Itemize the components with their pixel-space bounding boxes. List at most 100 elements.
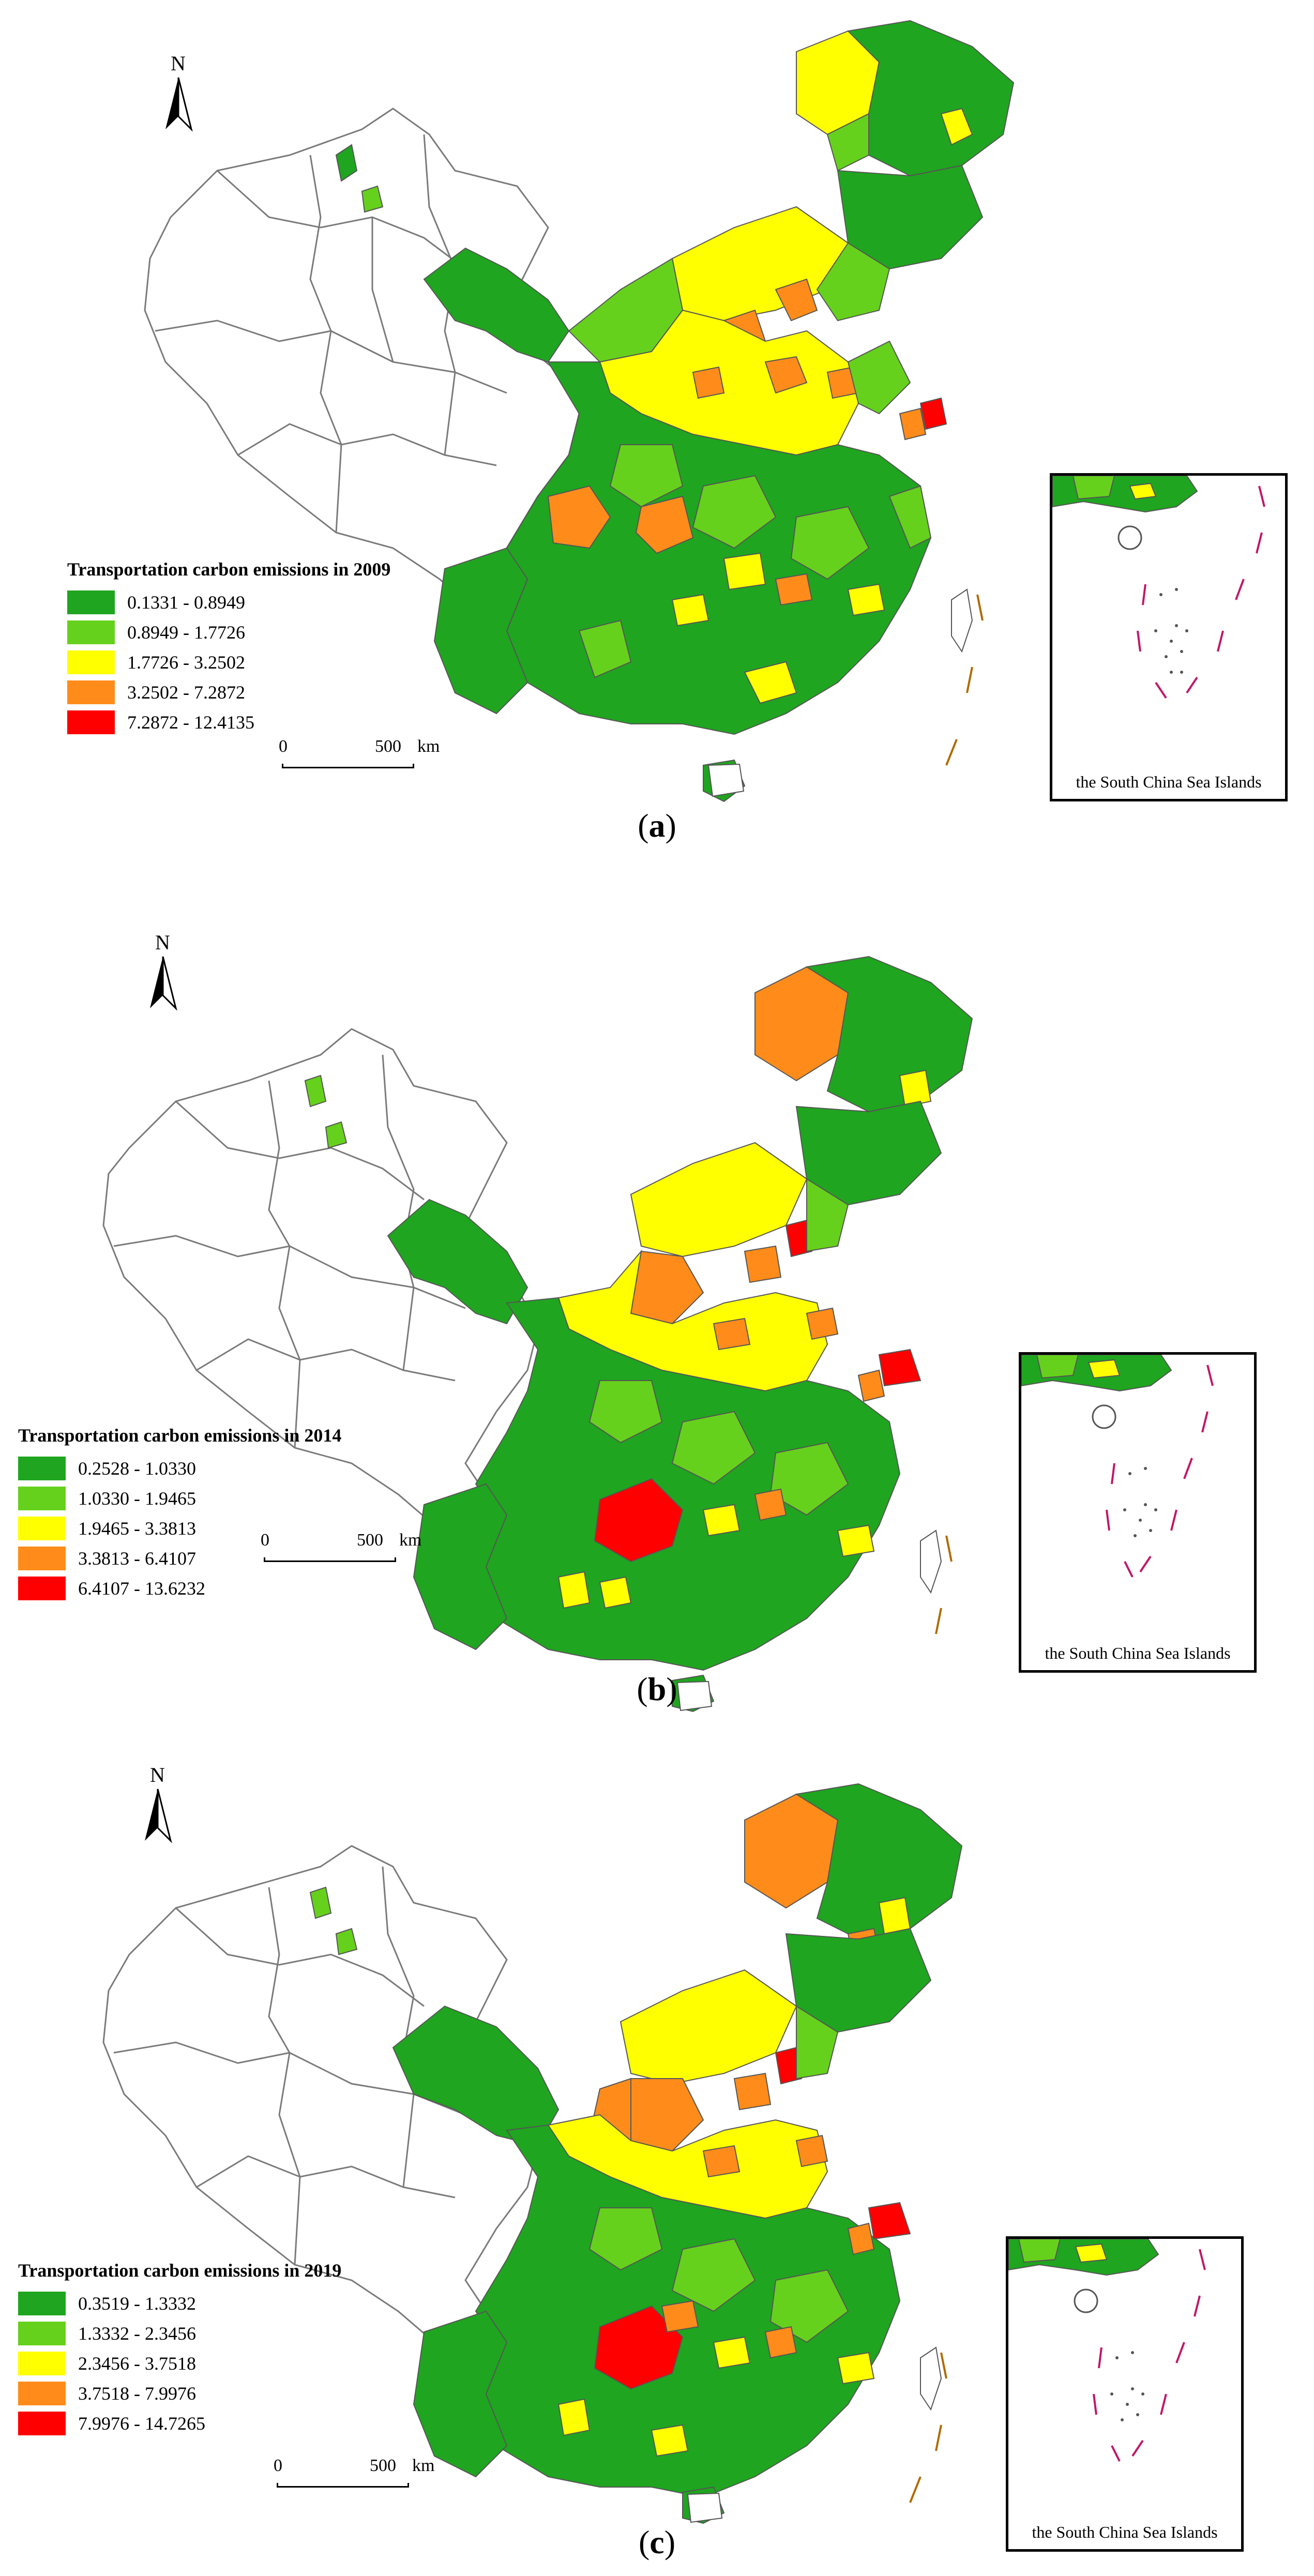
region-lightgreen <box>796 2005 839 2080</box>
legend-item: 0.1331 - 0.8949 <box>67 587 390 617</box>
region-green <box>335 144 358 182</box>
legend-item: 3.3813 - 6.4107 <box>18 1543 341 1573</box>
scale-end: 500 <box>375 737 401 756</box>
north-arrow-icon: N <box>165 52 193 132</box>
scale-bar: 0 500 km <box>274 2456 447 2497</box>
legend-label: 1.7726 - 3.2502 <box>127 652 245 673</box>
legend-item: 7.9976 - 14.7265 <box>18 2408 341 2438</box>
caption-letter: c <box>650 2524 664 2560</box>
scale-end: 500 <box>370 2456 396 2475</box>
legend-swatch <box>18 1457 66 1480</box>
caption-c: (c) <box>638 2524 676 2560</box>
region-orange <box>764 2326 797 2359</box>
region-lightgreen <box>335 1928 358 1956</box>
legend-label: 1.9465 - 3.3813 <box>78 1518 196 1539</box>
legend-label: 3.7518 - 7.9976 <box>78 2383 196 2404</box>
legend-item: 1.9465 - 3.3813 <box>18 1513 341 1543</box>
north-arrow-icon: N <box>150 931 177 1011</box>
legend-item: 0.8949 - 1.7726 <box>67 617 390 647</box>
legend: Transportation carbon emissions in 2009 … <box>67 558 390 737</box>
legend-swatch <box>67 710 115 734</box>
region-yellow <box>651 2424 689 2457</box>
region-orange <box>899 407 927 441</box>
region-orange <box>733 2072 772 2111</box>
region-lightgreen <box>325 1121 348 1149</box>
map-panel-c: N Transportation carbon emissions in 201… <box>0 1717 1314 2575</box>
legend-label: 1.3332 - 2.3456 <box>78 2323 196 2344</box>
legend-swatch <box>67 620 115 644</box>
region-yellow <box>671 206 849 322</box>
region-yellow <box>723 552 766 590</box>
china-map-b <box>102 956 973 1713</box>
no-data-region <box>102 1845 539 2396</box>
legend-swatch <box>18 1517 66 1540</box>
region-yellow <box>847 583 885 616</box>
region-orange <box>847 2222 875 2255</box>
no-data-region <box>102 1028 539 1579</box>
china-map-a <box>144 20 1015 802</box>
map-panel-b: N Transportation carbon emissions in 201… <box>0 858 1314 1717</box>
legend-item: 0.2528 - 1.0330 <box>18 1453 341 1483</box>
region-red <box>919 397 947 430</box>
region-lightgreen <box>692 475 777 549</box>
scale-bar: 0 500 km <box>279 737 452 778</box>
region-lightgreen <box>588 2207 663 2271</box>
north-arrow: N <box>140 931 186 1024</box>
scale-bar-line <box>282 764 414 768</box>
legend-label: 1.0330 - 1.9465 <box>78 1488 196 1509</box>
region-lightgreen <box>826 113 869 172</box>
region-lightgreen <box>790 506 870 580</box>
caption-b: (b) <box>637 1671 677 1707</box>
region-yellow <box>702 1504 741 1537</box>
region-orange <box>775 278 818 322</box>
region-green <box>413 2310 508 2478</box>
region-lightgreen <box>806 1178 849 1252</box>
region-green <box>433 547 528 715</box>
legend-item: 0.3519 - 1.3332 <box>18 2289 341 2319</box>
region-yellow <box>620 1969 797 2085</box>
caption-letter: b <box>647 1671 667 1707</box>
legend: Transportation carbon emissions in 2014 … <box>18 1425 341 1603</box>
south-china-sea-inset: the South China Sea Islands <box>1019 1352 1257 1673</box>
legend-label: 0.1331 - 0.8949 <box>127 592 245 613</box>
scale-unit: km <box>399 1531 422 1550</box>
legend-label: 0.8949 - 1.7726 <box>127 622 245 643</box>
legend-label: 7.9976 - 14.7265 <box>78 2413 205 2434</box>
region-red <box>594 1478 684 1563</box>
region-orange <box>806 1307 839 1340</box>
region-yellow <box>837 2352 875 2385</box>
region-green <box>304 1074 327 1108</box>
taiwan-outline <box>920 2346 942 2411</box>
region-lightgreen <box>588 1380 663 1444</box>
region-lightgreen <box>769 2269 849 2343</box>
legend-item: 2.3456 - 3.7518 <box>18 2348 341 2378</box>
region-red <box>868 2202 911 2240</box>
region-orange <box>713 1317 751 1351</box>
region-orange <box>744 1245 782 1283</box>
legend-label: 6.4107 - 13.6232 <box>78 1578 205 1599</box>
region-yellow <box>630 1142 808 1257</box>
region-yellow <box>557 2398 591 2436</box>
region-yellow <box>899 1069 932 1108</box>
region-yellow <box>744 661 797 704</box>
legend-label: 0.3519 - 1.3332 <box>78 2293 196 2314</box>
region-yellow <box>599 1576 632 1609</box>
region-green <box>413 1483 508 1650</box>
region-lightgreen <box>361 185 384 213</box>
region-lightgreen <box>816 242 890 322</box>
region-red <box>775 2047 803 2085</box>
legend-swatch <box>18 1487 66 1510</box>
region-yellow <box>671 594 709 627</box>
region-red <box>594 2305 684 2390</box>
region-lightgreen <box>609 444 684 508</box>
caption-letter: a <box>648 807 666 844</box>
scale-bar-line <box>277 2483 409 2488</box>
china-map-c <box>102 1783 963 2524</box>
region-yellow <box>713 2336 751 2369</box>
region-lightgreen <box>847 340 911 415</box>
region-orange <box>795 2134 828 2168</box>
south-china-sea-inset: the South China Sea Islands <box>1050 473 1288 801</box>
scale-start: 0 <box>279 737 288 756</box>
legend-swatch <box>18 1577 66 1600</box>
north-arrow: N <box>155 52 202 145</box>
